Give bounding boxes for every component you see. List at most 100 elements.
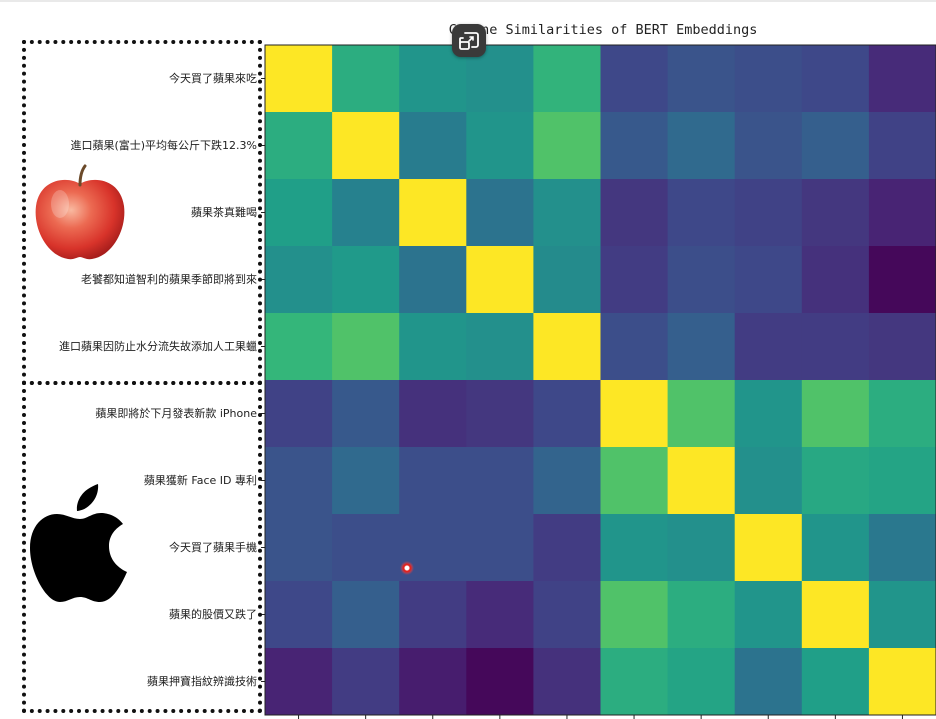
heatmap-cell-r4-c9 <box>868 313 936 381</box>
row-label: 蘋果即將於下月發表新款 iPhone <box>95 406 257 420</box>
heatmap-cell-r0-c5 <box>600 45 669 113</box>
heatmap-cell-r7-c1 <box>332 514 400 582</box>
heatmap-cell-r8-c3 <box>466 581 534 649</box>
heatmap-cell-r4-c0 <box>265 313 333 381</box>
heatmap-cell-r5-c8 <box>801 380 870 448</box>
heatmap-cell-r3-c8 <box>801 246 870 314</box>
heatmap-cell-r8-c9 <box>868 581 936 649</box>
heatmap-cell-r1-c9 <box>868 112 936 180</box>
heatmap-cell-r6-c4 <box>533 447 601 515</box>
heatmap-cell-r6-c9 <box>868 447 936 515</box>
heatmap-cell-r9-c2 <box>399 648 467 716</box>
heatmap-cell-r5-c1 <box>332 380 400 448</box>
heatmap-cell-r0-c6 <box>667 45 736 113</box>
heatmap-cell-r4-c6 <box>667 313 736 381</box>
heatmap-cell-r5-c3 <box>466 380 534 448</box>
heatmap-cell-r1-c5 <box>600 112 669 180</box>
heatmap-cell-r1-c0 <box>265 112 333 180</box>
heatmap-cell-r7-c6 <box>667 514 736 582</box>
heatmap-cell-r6-c2 <box>399 447 467 515</box>
row-label: 進口蘋果因防止水分流失故添加人工果蠟 <box>59 339 257 353</box>
cursor-indicator <box>400 561 414 575</box>
heatmap-cell-r3-c7 <box>734 246 803 314</box>
company-group-box <box>22 381 262 713</box>
heatmap-cell-r1-c6 <box>667 112 736 180</box>
heatmap-cell-r8-c2 <box>399 581 467 649</box>
heatmap-cell-r0-c9 <box>868 45 936 113</box>
heatmap-cell-r1-c1 <box>332 112 400 180</box>
heatmap-cell-r7-c4 <box>533 514 601 582</box>
heatmap-cell-r3-c4 <box>533 246 601 314</box>
heatmap-cell-r9-c8 <box>801 648 870 716</box>
heatmap-cell-r2-c0 <box>265 179 333 247</box>
heatmap-cell-r1-c4 <box>533 112 601 180</box>
heatmap-cell-r9-c4 <box>533 648 601 716</box>
heatmap-cell-r3-c0 <box>265 246 333 314</box>
heatmap-cell-r4-c1 <box>332 313 400 381</box>
heatmap-cell-r9-c1 <box>332 648 400 716</box>
heatmap-cell-r6-c0 <box>265 447 333 515</box>
row-label: 蘋果的股價又跌了 <box>169 607 257 621</box>
heatmap-cell-r0-c2 <box>399 45 467 113</box>
heatmap-cell-r6-c7 <box>734 447 803 515</box>
heatmap-cell-r0-c7 <box>734 45 803 113</box>
heatmap-cell-r7-c8 <box>801 514 870 582</box>
heatmap-cell-r2-c8 <box>801 179 870 247</box>
heatmap-cell-r4-c4 <box>533 313 601 381</box>
heatmap-cell-r8-c1 <box>332 581 400 649</box>
heatmap-cell-r6-c5 <box>600 447 669 515</box>
heatmap-cell-r9-c6 <box>667 648 736 716</box>
heatmap-cell-r2-c2 <box>399 179 467 247</box>
heatmap-cell-r2-c6 <box>667 179 736 247</box>
heatmap-cell-r1-c2 <box>399 112 467 180</box>
row-label: 蘋果押寶指紋辨識技術 <box>147 674 257 688</box>
heatmap-cell-r9-c3 <box>466 648 534 716</box>
heatmap-cell-r6-c3 <box>466 447 534 515</box>
heatmap-cell-r9-c5 <box>600 648 669 716</box>
picture-in-picture-button[interactable] <box>452 24 486 57</box>
heatmap-cell-r2-c7 <box>734 179 803 247</box>
row-label: 老饕都知道智利的蘋果季節即將到來 <box>81 272 257 286</box>
heatmap-cell-r8-c0 <box>265 581 333 649</box>
heatmap-cell-r6-c1 <box>332 447 400 515</box>
heatmap-cell-r4-c2 <box>399 313 467 381</box>
heatmap-cell-r2-c1 <box>332 179 400 247</box>
heatmap-cell-r2-c9 <box>868 179 936 247</box>
heatmap-cell-r0-c1 <box>332 45 400 113</box>
heatmap-cell-r8-c5 <box>600 581 669 649</box>
row-label: 蘋果茶真難喝 <box>191 205 257 219</box>
heatmap-cell-r3-c1 <box>332 246 400 314</box>
row-label: 今天買了蘋果手機 <box>169 540 257 554</box>
heatmap-cell-r4-c8 <box>801 313 870 381</box>
heatmap-cell-r5-c9 <box>868 380 936 448</box>
heatmap-cell-r5-c6 <box>667 380 736 448</box>
heatmap-cell-r7-c5 <box>600 514 669 582</box>
heatmap-cell-r2-c3 <box>466 179 534 247</box>
row-label: 蘋果獲新 Face ID 專利 <box>143 473 257 487</box>
heatmap-cell-r5-c4 <box>533 380 601 448</box>
heatmap-cell-r6-c8 <box>801 447 870 515</box>
heatmap-cell-r0-c0 <box>265 45 333 113</box>
heatmap-cell-r3-c6 <box>667 246 736 314</box>
heatmap-cell-r2-c4 <box>533 179 601 247</box>
heatmap-cell-r6-c6 <box>667 447 736 515</box>
heatmap-cell-r8-c4 <box>533 581 601 649</box>
heatmap-cell-r5-c7 <box>734 380 803 448</box>
heatmap-cell-r7-c0 <box>265 514 333 582</box>
heatmap-cell-r1-c3 <box>466 112 534 180</box>
heatmap-cell-r9-c9 <box>868 648 936 716</box>
heatmap-cell-r4-c3 <box>466 313 534 381</box>
heatmap-cell-r4-c7 <box>734 313 803 381</box>
heatmap-cell-r7-c7 <box>734 514 803 582</box>
heatmap-cell-r0-c4 <box>533 45 601 113</box>
row-label: 進口蘋果(富士)平均每公斤下跌12.3% <box>70 138 257 152</box>
heatmap-cell-r0-c8 <box>801 45 870 113</box>
heatmap-cell-r4-c5 <box>600 313 669 381</box>
heatmap-cell-r9-c0 <box>265 648 333 716</box>
heatmap-cell-r8-c7 <box>734 581 803 649</box>
row-label: 今天買了蘋果來吃 <box>169 71 257 85</box>
apple-logo-icon <box>28 480 132 608</box>
heatmap-cell-r7-c3 <box>466 514 534 582</box>
heatmap-cell-r7-c9 <box>868 514 936 582</box>
